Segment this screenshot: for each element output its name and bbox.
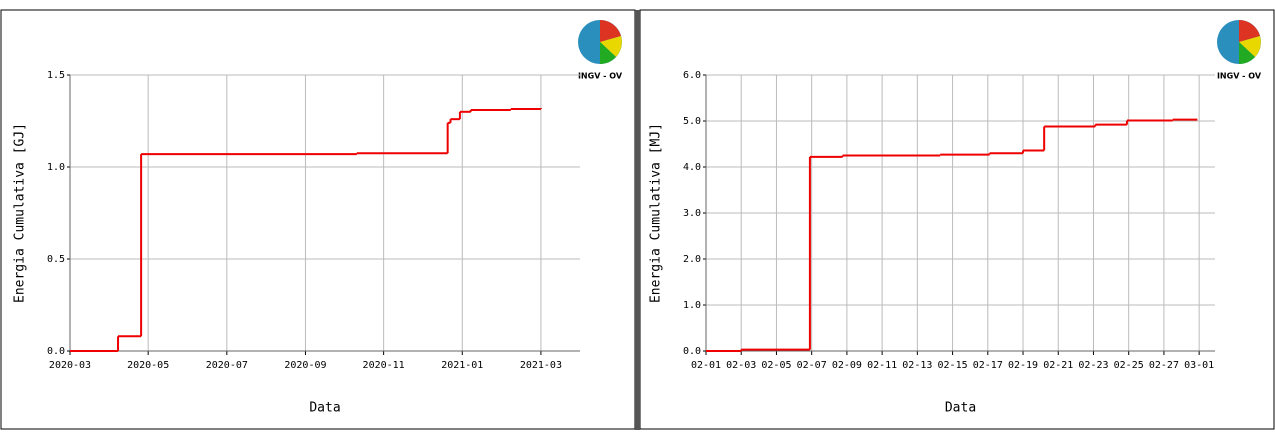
x-tick-label: 2020-11	[363, 360, 405, 371]
x-tick-label: 02-13	[902, 360, 932, 371]
y-tick-label: 1.0	[47, 162, 65, 173]
y-tick-label: 0.0	[47, 346, 65, 357]
x-tick-label: 2020-09	[284, 360, 326, 371]
x-tick-label: 02-27	[1149, 360, 1179, 371]
y-tick-label: 6.0	[683, 70, 701, 81]
divider	[635, 10, 640, 430]
x-tick-label: 02-21	[1043, 360, 1073, 371]
y-tick-label: 5.0	[683, 116, 701, 127]
x-tick-label: 02-19	[1008, 360, 1038, 371]
panel-border	[0, 9, 636, 430]
x-tick-label: 2020-03	[49, 360, 91, 371]
x-tick-label: 2021-03	[520, 360, 562, 371]
x-tick-label: 02-11	[867, 360, 897, 371]
x-tick-label: 02-07	[797, 360, 827, 371]
y-tick-label: 1.0	[683, 300, 701, 311]
x-tick-label: 02-03	[726, 360, 756, 371]
logo-text: INGV - OV	[1217, 72, 1262, 81]
x-axis-label: Data	[309, 401, 340, 416]
logo: INGV - OV	[1217, 20, 1262, 81]
y-tick-label: 0.5	[47, 254, 65, 265]
x-tick-label: 2020-05	[127, 360, 169, 371]
x-tick-label: 2021-01	[441, 360, 483, 371]
x-tick-label: 02-17	[973, 360, 1003, 371]
x-tick-label: 02-23	[1078, 360, 1108, 371]
x-tick-label: 02-25	[1114, 360, 1144, 371]
logo: INGV - OV	[578, 20, 623, 81]
y-tick-label: 0.0	[683, 346, 701, 357]
logo-wedge	[1239, 36, 1261, 57]
logo-wedge	[600, 20, 621, 42]
x-tick-label: 03-01	[1184, 360, 1214, 371]
panel-border	[639, 9, 1275, 430]
y-tick-label: 3.0	[683, 208, 701, 219]
y-tick-label: 1.5	[47, 70, 65, 81]
logo-wedge	[600, 42, 616, 64]
logo-wedge	[1239, 42, 1255, 64]
x-axis-label: Data	[945, 401, 976, 416]
x-tick-label: 02-01	[691, 360, 721, 371]
x-tick-label: 2020-07	[206, 360, 248, 371]
x-tick-label: 02-15	[938, 360, 968, 371]
logo-wedge	[1239, 20, 1260, 42]
x-tick-label: 02-05	[761, 360, 791, 371]
logo-wedge	[600, 36, 622, 57]
y-axis-label: Energia Cumulativa [GJ]	[13, 123, 28, 303]
logo-text: INGV - OV	[578, 72, 623, 81]
y-tick-label: 2.0	[683, 254, 701, 265]
y-axis-label: Energia Cumulativa [MJ]	[649, 123, 664, 303]
y-tick-label: 4.0	[683, 162, 701, 173]
x-tick-label: 02-09	[832, 360, 862, 371]
